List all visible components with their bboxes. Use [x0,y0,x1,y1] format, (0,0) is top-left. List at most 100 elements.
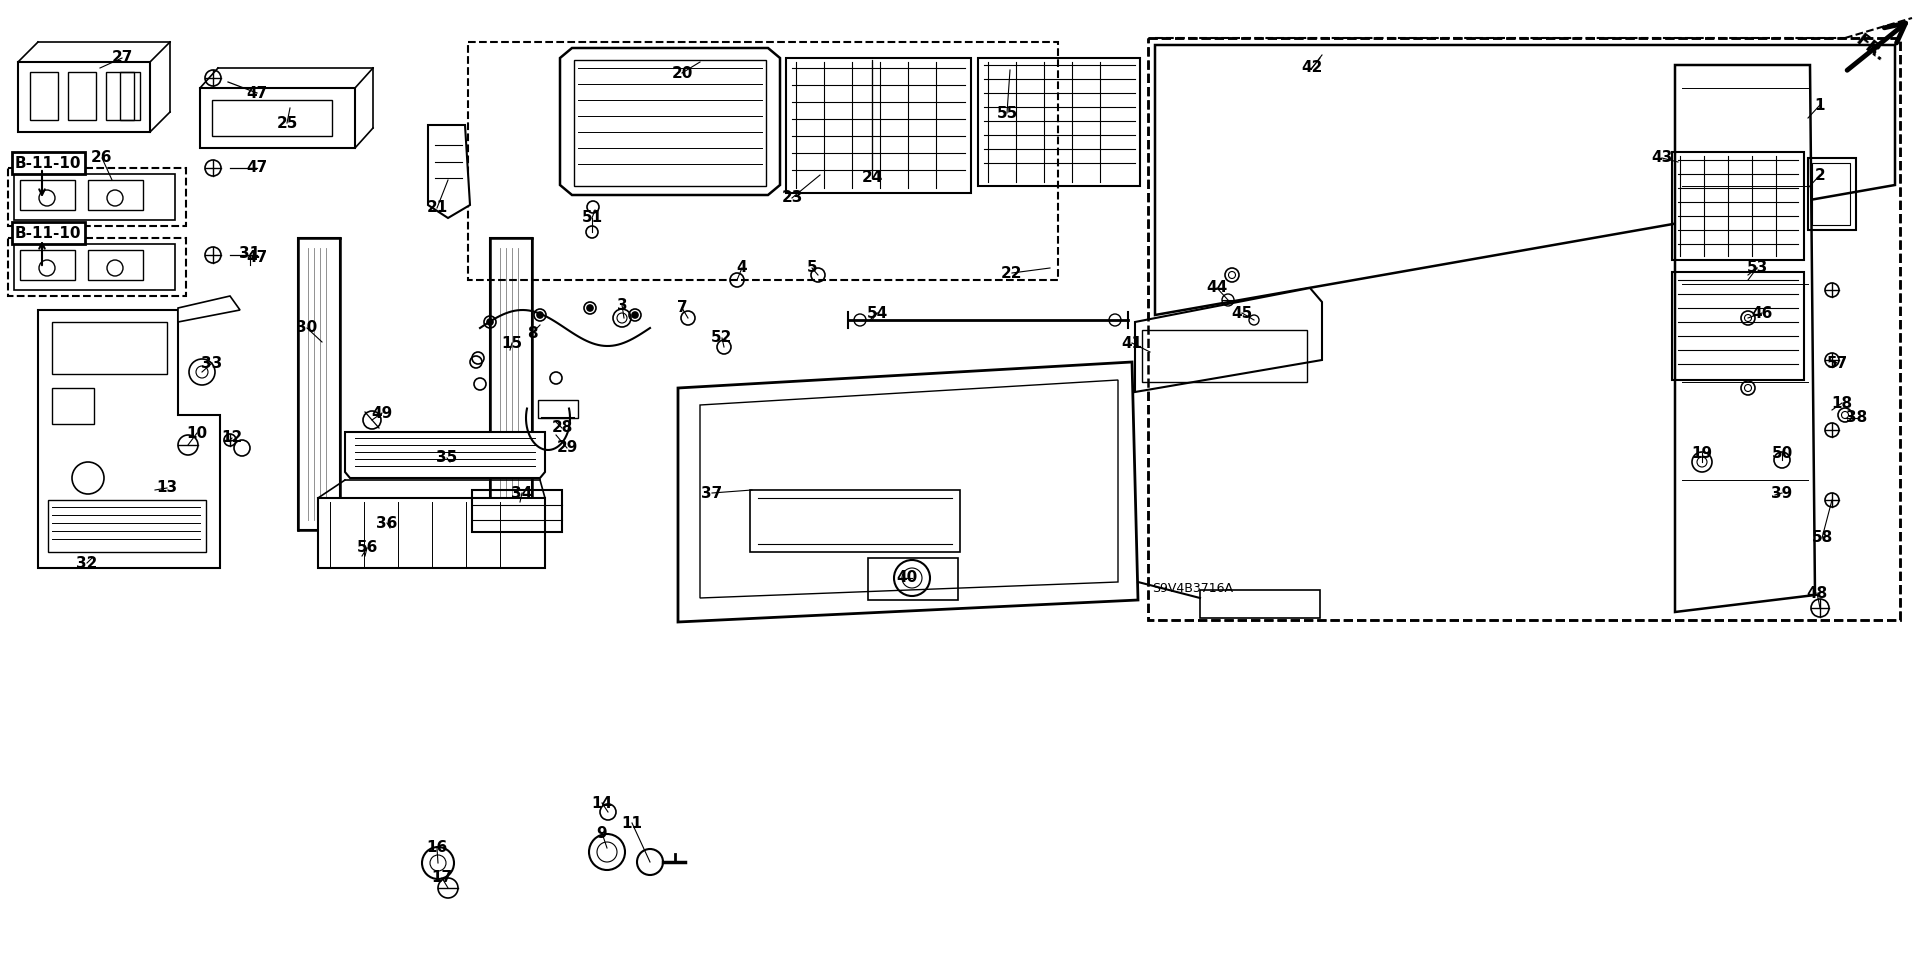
Text: 24: 24 [862,171,883,185]
Text: 47: 47 [246,250,267,266]
Text: 12: 12 [221,431,242,446]
Text: 41: 41 [1121,336,1142,350]
Bar [472,490,563,532]
Text: S9V4B3716A: S9V4B3716A [1152,582,1233,595]
Text: 9: 9 [597,826,607,840]
Text: 34: 34 [511,485,532,501]
Bar [211,100,332,136]
Text: 55: 55 [996,105,1018,121]
Text: 7: 7 [676,300,687,316]
Text: 56: 56 [357,541,378,555]
Text: 40: 40 [897,571,918,586]
Text: 48: 48 [1807,586,1828,600]
Text: 38: 38 [1847,410,1868,426]
Bar [751,490,960,552]
Polygon shape [17,62,150,132]
Text: 15: 15 [501,336,522,350]
Text: 54: 54 [866,306,887,320]
Text: 47: 47 [246,85,267,101]
Text: 44: 44 [1206,280,1227,295]
Text: 51: 51 [582,210,603,225]
Bar [48,500,205,552]
Text: 3: 3 [616,297,628,313]
Bar [106,72,134,120]
Bar [1200,590,1321,618]
Bar [31,72,58,120]
Polygon shape [13,244,175,290]
Text: 27: 27 [111,51,132,65]
Polygon shape [319,498,545,568]
Text: 25: 25 [276,115,298,130]
Polygon shape [678,362,1139,622]
Bar [119,72,140,120]
Text: 57: 57 [1826,356,1847,370]
Bar [88,180,142,210]
Polygon shape [1156,45,1895,315]
Bar [8,238,186,296]
Text: 13: 13 [156,480,177,496]
Text: 58: 58 [1811,530,1832,546]
Text: 45: 45 [1231,306,1252,320]
Text: 39: 39 [1772,485,1793,501]
Text: 26: 26 [92,151,113,166]
Text: 21: 21 [426,200,447,216]
Polygon shape [490,238,532,530]
Text: 46: 46 [1751,306,1772,320]
Bar [468,42,1058,280]
Text: 29: 29 [557,440,578,456]
Text: 31: 31 [240,246,261,261]
Text: 23: 23 [781,191,803,205]
Text: 47: 47 [246,160,267,175]
Text: 16: 16 [426,840,447,855]
Bar [67,72,96,120]
Text: 4: 4 [737,261,747,275]
Bar [785,58,972,193]
Bar [19,180,75,210]
Text: 33: 33 [202,356,223,370]
Polygon shape [561,48,780,195]
Text: 10: 10 [186,426,207,440]
Bar [8,168,186,226]
Text: 11: 11 [622,815,643,830]
Bar [977,58,1140,186]
Text: B-11-10: B-11-10 [15,155,81,171]
Text: 52: 52 [710,331,733,345]
Polygon shape [1135,288,1323,392]
Bar [52,388,94,424]
Text: 37: 37 [701,485,722,501]
Polygon shape [13,174,175,220]
Text: 42: 42 [1302,60,1323,76]
Polygon shape [298,238,340,530]
Text: 17: 17 [432,871,453,885]
Bar [1672,272,1805,380]
Circle shape [488,319,493,325]
Text: 20: 20 [672,65,693,81]
Text: 35: 35 [436,451,457,465]
Bar [1812,163,1851,225]
Polygon shape [1674,65,1814,612]
Text: 32: 32 [77,555,98,571]
Bar [1148,38,1901,620]
Polygon shape [428,125,470,218]
Text: 36: 36 [376,516,397,530]
Text: 19: 19 [1692,446,1713,460]
Text: 14: 14 [591,796,612,810]
Circle shape [538,312,543,318]
Text: B-11-10: B-11-10 [15,225,81,241]
Text: 53: 53 [1747,261,1768,275]
Circle shape [588,305,593,311]
Text: 43: 43 [1651,151,1672,166]
Bar [868,558,958,600]
Text: 49: 49 [371,406,392,420]
Bar [1672,152,1805,260]
Text: 18: 18 [1832,395,1853,410]
Bar [88,250,142,280]
Bar [1809,158,1857,230]
Bar [574,60,766,186]
Text: 8: 8 [526,325,538,340]
Text: FR.: FR. [1853,32,1889,66]
Bar [538,400,578,418]
Bar [1148,38,1901,620]
Text: 50: 50 [1772,446,1793,460]
Text: 5: 5 [806,261,818,275]
